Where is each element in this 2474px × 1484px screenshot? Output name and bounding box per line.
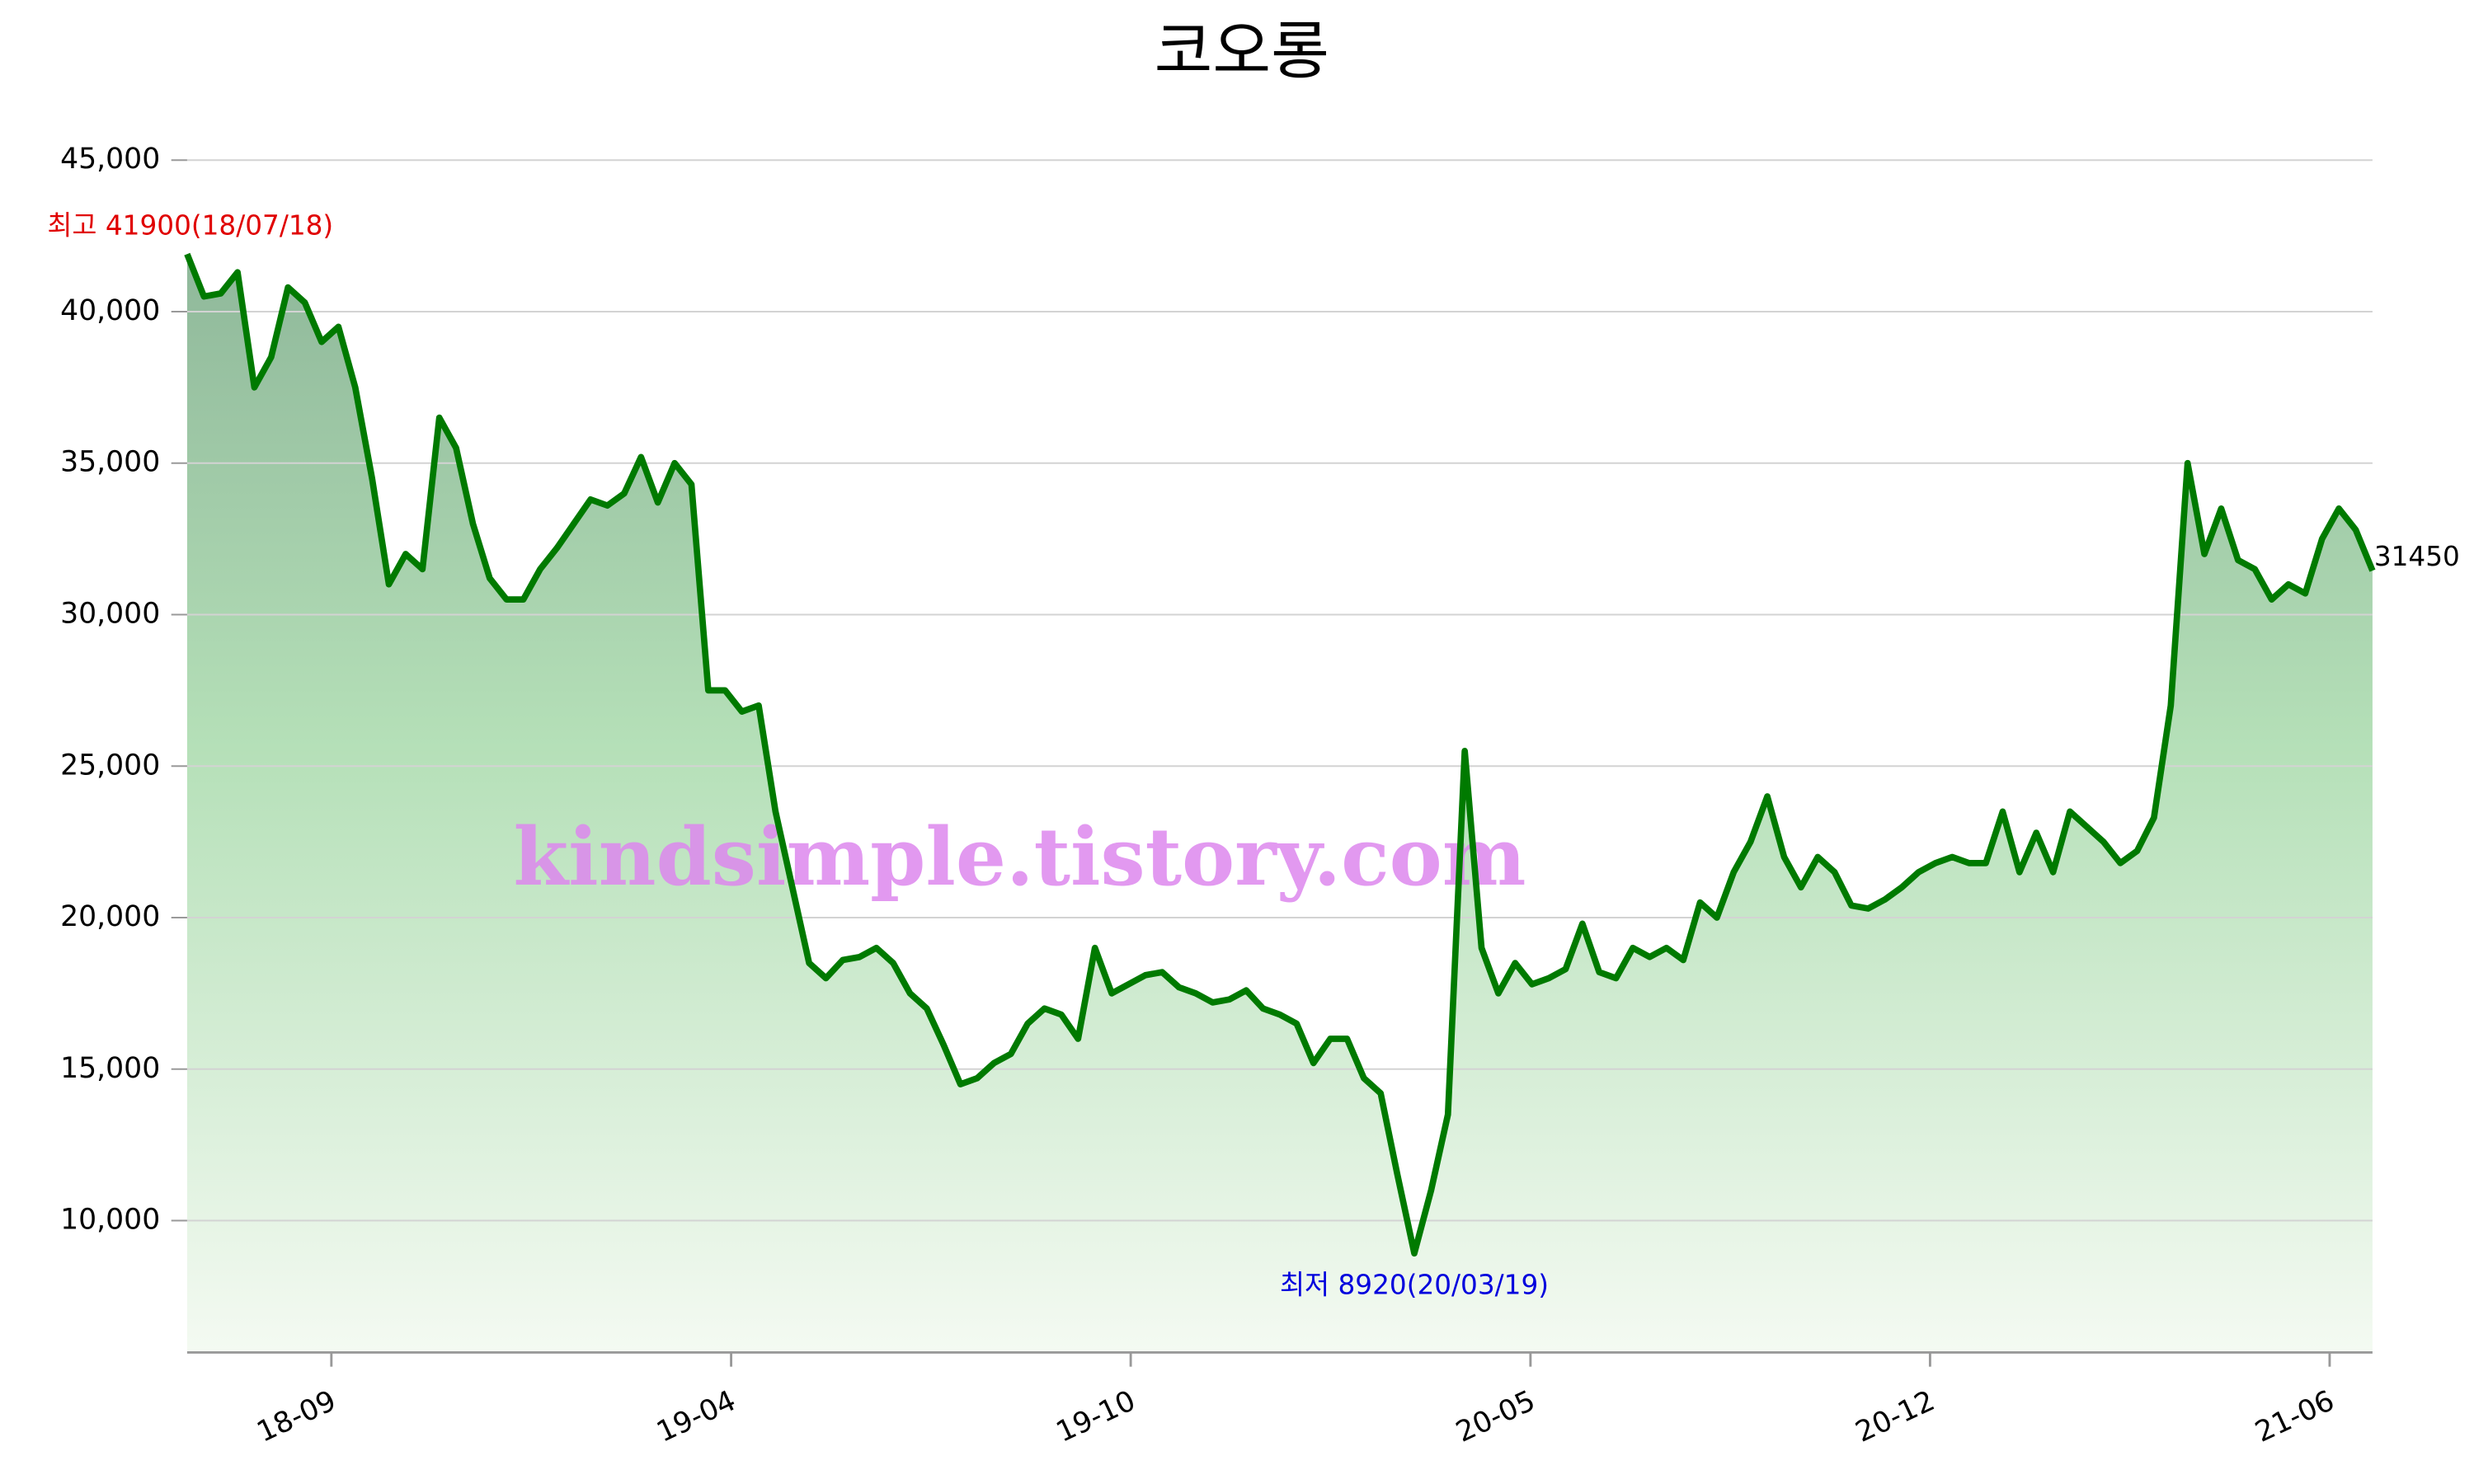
annotation: 최저 8920(20/03/19) [1280,1270,1549,1301]
x-tick-label: 19-10 [1051,1384,1141,1449]
x-tick-label: 20-12 [1851,1384,1940,1449]
annotation: 최고 41900(18/07/18) [47,209,333,241]
y-tick-label: 10,000 [60,1204,160,1237]
annotation: 31450 [2374,541,2460,572]
y-tick-label: 40,000 [60,294,160,327]
x-tick-label: 20-05 [1451,1384,1540,1449]
x-tick-label: 18-09 [252,1384,341,1449]
x-tick-label: 21-06 [2251,1384,2340,1449]
price-line [184,252,2376,1257]
watermark: kindsimple.tistory.com [514,810,1526,904]
y-tick-label: 15,000 [60,1052,160,1085]
chart-title: 코오롱 [1155,15,1329,88]
x-tick-label: 19-04 [651,1384,741,1449]
y-tick-label: 35,000 [60,446,160,479]
y-tick-label: 25,000 [60,749,160,782]
y-tick-label: 20,000 [60,900,160,933]
area [186,254,2373,1353]
y-tick-label: 30,000 [60,597,160,630]
y-tick-label: 45,000 [60,143,160,176]
